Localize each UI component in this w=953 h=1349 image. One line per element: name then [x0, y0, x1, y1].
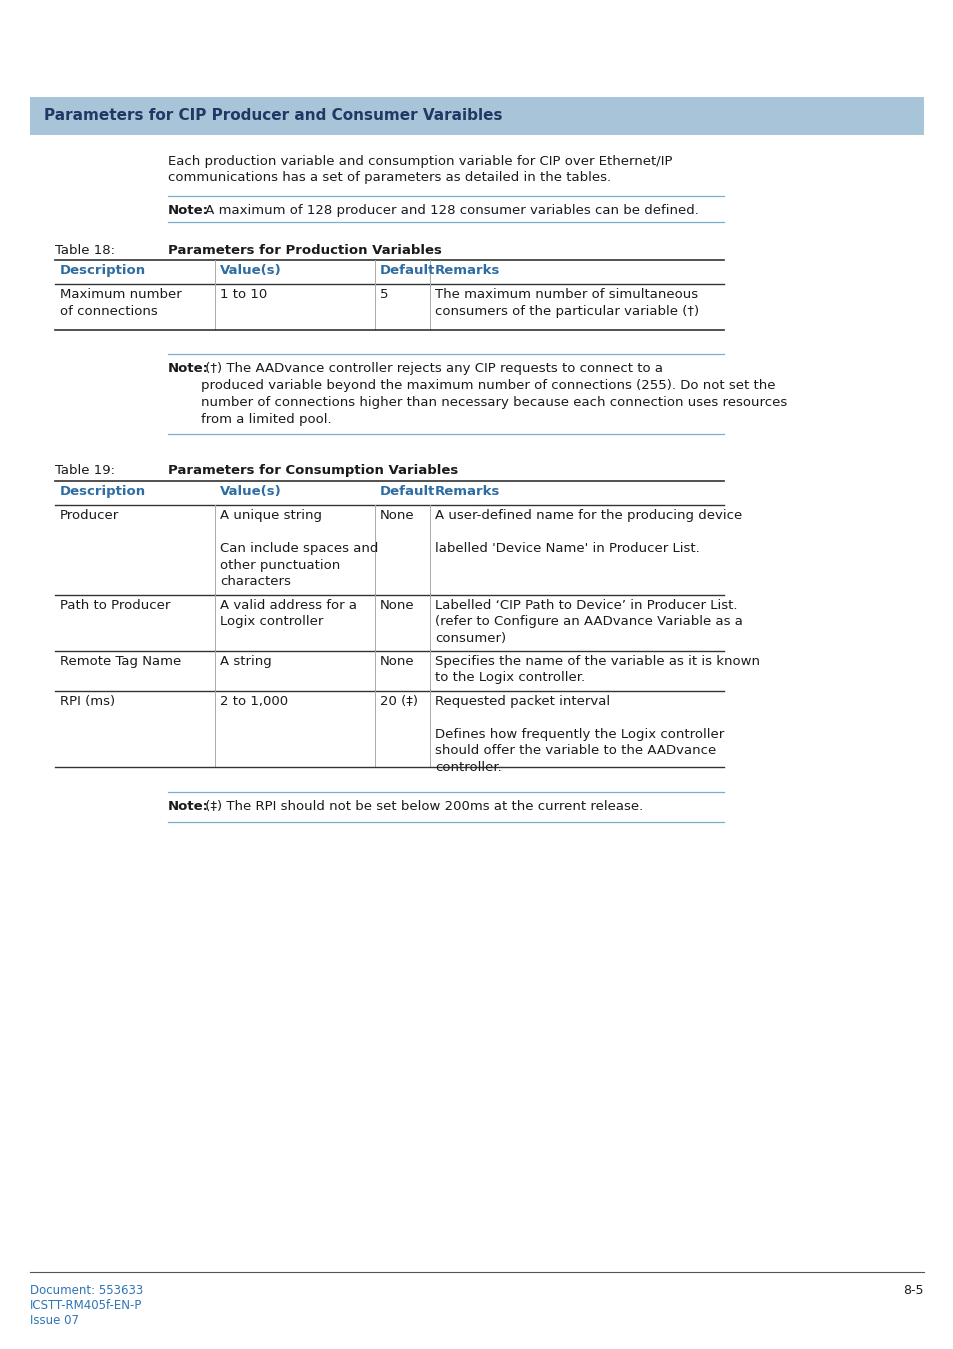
- Text: Note:: Note:: [168, 362, 209, 375]
- Text: Parameters for Production Variables: Parameters for Production Variables: [168, 244, 441, 258]
- Text: Document: 553633: Document: 553633: [30, 1284, 143, 1296]
- Text: Remarks: Remarks: [435, 264, 500, 277]
- Text: Note:: Note:: [168, 800, 209, 813]
- Text: (‡) The RPI should not be set below 200ms at the current release.: (‡) The RPI should not be set below 200m…: [201, 800, 642, 813]
- Text: A string: A string: [220, 656, 272, 668]
- Text: Path to Producer: Path to Producer: [60, 599, 171, 612]
- Text: Note:: Note:: [168, 204, 209, 217]
- Text: Description: Description: [60, 264, 146, 277]
- Text: RPI (ms): RPI (ms): [60, 695, 115, 708]
- Text: 5: 5: [379, 287, 388, 301]
- Text: Value(s): Value(s): [220, 264, 281, 277]
- Text: A unique string

Can include spaces and
other punctuation
characters: A unique string Can include spaces and o…: [220, 509, 378, 588]
- Text: Table 18:: Table 18:: [55, 244, 115, 258]
- Text: ICSTT-RM405f-EN-P: ICSTT-RM405f-EN-P: [30, 1299, 142, 1313]
- Text: The maximum number of simultaneous
consumers of the particular variable (†): The maximum number of simultaneous consu…: [435, 287, 699, 318]
- Text: Default: Default: [379, 264, 435, 277]
- Text: Requested packet interval

Defines how frequently the Logix controller
should of: Requested packet interval Defines how fr…: [435, 695, 723, 774]
- Text: Parameters for Consumption Variables: Parameters for Consumption Variables: [168, 464, 457, 478]
- Text: 20 (‡): 20 (‡): [379, 695, 417, 708]
- Text: Each production variable and consumption variable for CIP over Ethernet/IP: Each production variable and consumption…: [168, 155, 672, 169]
- Text: 2 to 1,000: 2 to 1,000: [220, 695, 288, 708]
- Text: A maximum of 128 producer and 128 consumer variables can be defined.: A maximum of 128 producer and 128 consum…: [201, 204, 699, 217]
- Bar: [30, 97, 923, 135]
- Text: Maximum number
of connections: Maximum number of connections: [60, 287, 182, 318]
- Text: None: None: [379, 509, 415, 522]
- Text: (†) The AADvance controller rejects any CIP requests to connect to a
produced va: (†) The AADvance controller rejects any …: [201, 362, 786, 426]
- Text: Remote Tag Name: Remote Tag Name: [60, 656, 181, 668]
- Text: 8-5: 8-5: [902, 1284, 923, 1296]
- Text: Producer: Producer: [60, 509, 119, 522]
- Text: Table 19:: Table 19:: [55, 464, 115, 478]
- Text: Default: Default: [379, 486, 435, 498]
- Text: 1 to 10: 1 to 10: [220, 287, 267, 301]
- Text: Parameters for CIP Producer and Consumer Varaibles: Parameters for CIP Producer and Consumer…: [44, 108, 502, 124]
- Text: A valid address for a
Logix controller: A valid address for a Logix controller: [220, 599, 356, 629]
- Text: Specifies the name of the variable as it is known
to the Logix controller.: Specifies the name of the variable as it…: [435, 656, 760, 684]
- Text: Issue 07: Issue 07: [30, 1314, 79, 1327]
- Text: None: None: [379, 656, 415, 668]
- Text: Description: Description: [60, 486, 146, 498]
- Text: communications has a set of parameters as detailed in the tables.: communications has a set of parameters a…: [168, 171, 611, 183]
- Text: None: None: [379, 599, 415, 612]
- Text: Labelled ‘CIP Path to Device’ in Producer List.
(refer to Configure an AADvance : Labelled ‘CIP Path to Device’ in Produce…: [435, 599, 742, 645]
- Text: Remarks: Remarks: [435, 486, 500, 498]
- Text: Value(s): Value(s): [220, 486, 281, 498]
- Text: A user-defined name for the producing device

labelled 'Device Name' in Producer: A user-defined name for the producing de…: [435, 509, 741, 554]
